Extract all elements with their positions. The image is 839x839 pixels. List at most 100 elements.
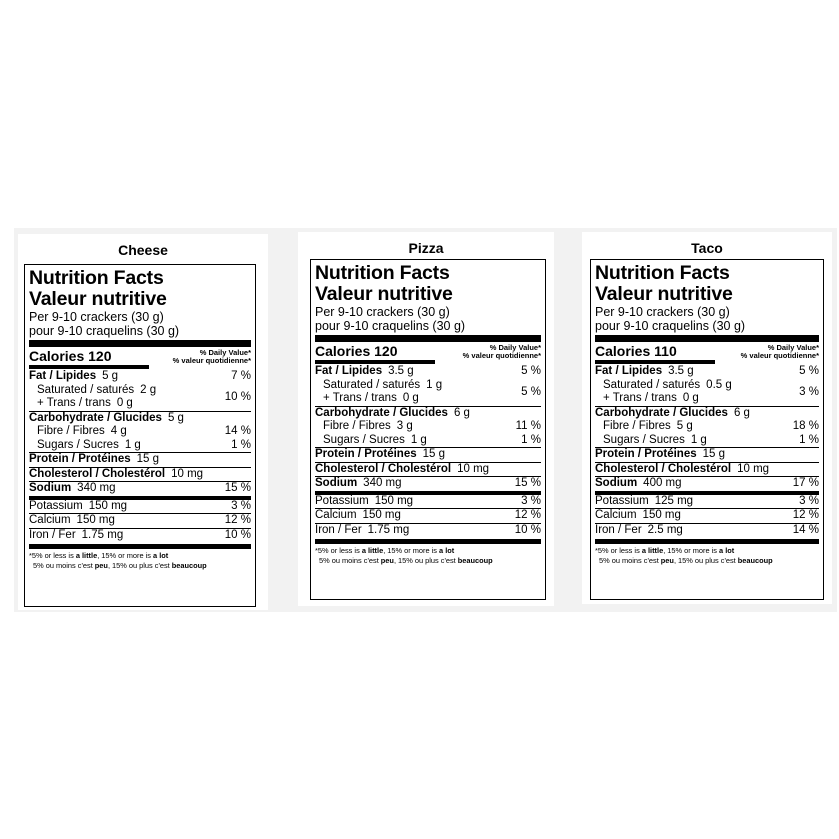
fat-value: 3.5 g [668,365,694,377]
sat-trans-group: Saturated / saturés 2 g + Trans / trans 0 … [29,384,251,411]
footnote-bold: peu [94,560,108,570]
calcium-row: Calcium 150 mg 12 % [595,509,819,523]
dv-header-fr: % valeur quotidienne* [172,356,251,365]
sodium-label: Sodium [595,477,638,489]
calories-value: 120 [88,348,112,364]
carb-row: Carbohydrate / Glucides 5 g [29,412,251,426]
potassium-row: Potassium 150 mg 3 % [315,495,541,509]
trans-label: + Trans / trans [323,392,397,404]
nutrition-label: Nutrition Facts Valeur nutritive Per 9-1… [310,259,546,600]
calcium-row: Calcium 150 mg 12 % [29,514,251,528]
cholesterol-label: Cholesterol / Cholestérol [595,462,732,475]
carb-row: Carbohydrate / Glucides 6 g [595,407,819,421]
iron-row: Iron / Fer 1.75 mg 10 % [29,529,251,543]
fibre-row: Fibre / Fibres 4 g 14 % [29,425,251,439]
footnote-text: , 15% or more is [383,546,440,555]
protein-label: Protein / Protéines [29,453,131,465]
sat-trans-dv: 10 % [224,391,251,403]
potassium-row: Potassium 125 mg 3 % [595,495,819,509]
divider [29,495,251,500]
sugars-value: 1 g [690,433,707,446]
protein-value: 15 g [702,448,725,460]
potassium-label: Potassium [315,494,369,507]
panel-title: Pizza [408,240,444,256]
sat-trans-group: Saturated / saturés 0.5 g + Trans / trans… [595,379,819,406]
calcium-label: Calcium [315,509,357,521]
iron-dv: 10 % [514,523,541,536]
sat-trans-group: Saturated / saturés 1 g + Trans / trans 0 … [315,379,541,406]
calories-label: Calories [315,343,371,359]
sodium-row: Sodium 340 mg 15 % [315,477,541,491]
sugars-dv: 1 % [799,433,819,446]
carb-label: Carbohydrate / Glucides [29,411,162,424]
divider [29,466,251,468]
footnote-bold: a little [361,546,384,555]
fibre-value: 3 g [396,420,413,432]
sugars-row: Sugars / Sucres 1 g 1 % [29,439,251,453]
divider [315,335,541,342]
calories-row: Calories 120 % Daily Value*% valeur quot… [29,348,251,365]
divider [595,335,819,342]
iron-label: Iron / Fer [315,523,362,536]
footnote-text: 5% ou moins c'est [33,560,95,570]
potassium-label: Potassium [29,499,83,512]
calcium-dv: 12 % [514,509,541,521]
footnote-bold: a lot [719,546,735,555]
divider [315,476,541,477]
divider [29,452,251,453]
divider [595,461,819,463]
trans-value: 0 g [682,392,699,404]
serving-fr: pour 9-10 craquelins (30 g) [595,319,746,333]
footnote: *5% or less is a little, 15% or more is … [315,546,541,565]
sugars-label: Sugars / Sucres [323,433,405,446]
carb-value: 5 g [167,411,184,424]
dv-header-fr: % valeur quotidienne* [462,351,541,360]
fibre-label: Fibre / Fibres [603,420,671,432]
sodium-dv: 15 % [514,477,541,489]
divider [595,447,819,448]
sat-trans-dv: 5 % [521,386,541,398]
calories-label: Calories [29,348,85,364]
potassium-dv: 3 % [521,494,541,507]
panel-taco: Taco Nutrition Facts Valeur nutritive Pe… [582,232,832,604]
divider [29,410,251,412]
fat-value: 3.5 g [388,365,414,377]
protein-row: Protein / Protéines 15 g [315,448,541,462]
panel-title: Cheese [118,242,168,258]
potassium-value: 125 mg [654,494,694,507]
panel-cheese: Cheese Nutrition Facts Valeur nutritive … [18,234,268,610]
serving-en: Per 9-10 crackers (30 g) [29,310,164,324]
cholesterol-row: Cholesterol / Cholestérol 10 mg [315,463,541,477]
footnote-text: , 15% or more is [663,546,720,555]
divider [595,490,819,495]
footnote-text: 5% ou moins c'est [599,555,661,565]
sodium-value: 400 mg [643,477,682,489]
saturated-label: Saturated / saturés [37,383,135,396]
iron-value: 1.75 mg [81,528,124,541]
iron-row: Iron / Fer 2.5 mg 14 % [595,524,819,538]
potassium-value: 150 mg [88,499,128,512]
potassium-dv: 3 % [231,499,251,512]
calcium-value: 150 mg [76,514,115,526]
title-en: Nutrition Facts [29,267,164,289]
sugars-value: 1 g [410,433,427,446]
iron-label: Iron / Fer [595,523,642,536]
carb-row: Carbohydrate / Glucides 6 g [315,407,541,421]
potassium-dv: 3 % [799,494,819,507]
footnote-text: , 15% ou plus c'est [393,555,458,565]
sugars-label: Sugars / Sucres [37,438,119,451]
dv-header-en: % Daily Value* [767,343,819,352]
serving-fr: pour 9-10 craquelins (30 g) [315,319,466,333]
cholesterol-row: Cholesterol / Cholestérol 10 mg [595,463,819,477]
divider [29,481,251,482]
sat-trans-dv: 3 % [799,386,819,398]
sodium-label: Sodium [315,477,358,489]
divider [315,360,435,364]
sugars-row: Sugars / Sucres 1 g 1 % [315,434,541,448]
fat-dv: 5 % [521,365,541,377]
divider [595,508,819,509]
cholesterol-value: 10 mg [457,462,490,475]
iron-dv: 10 % [224,528,251,541]
fat-value: 5 g [102,370,119,382]
protein-row: Protein / Protéines 15 g [29,453,251,467]
